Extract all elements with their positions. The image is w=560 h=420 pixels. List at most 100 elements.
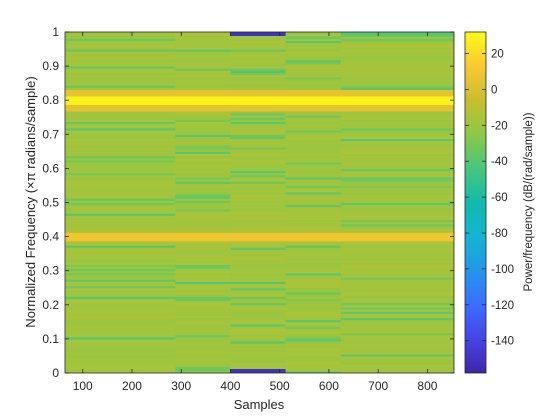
heatmap-cell <box>65 270 176 274</box>
heatmap-cell <box>230 127 287 131</box>
heatmap-cell <box>340 159 454 163</box>
heatmap-cell <box>285 112 342 116</box>
heatmap-cell <box>340 72 454 76</box>
heatmap-cell <box>65 358 176 361</box>
heatmap-cell <box>285 55 342 59</box>
heatmap-cell <box>340 292 454 295</box>
heatmap-cell <box>230 153 287 157</box>
heatmap-cell <box>65 219 176 223</box>
heatmap-cell <box>340 266 454 270</box>
heatmap-cell <box>65 51 176 54</box>
heatmap-cell <box>175 181 231 184</box>
heatmap-cell <box>340 272 454 276</box>
heatmap-cell <box>175 204 231 208</box>
heatmap-cell <box>65 93 176 97</box>
heatmap-cell <box>175 281 231 284</box>
heatmap-cell <box>175 370 231 373</box>
heatmap-cell <box>285 341 342 344</box>
heatmap-cell <box>230 323 287 327</box>
heatmap-cell <box>340 338 454 342</box>
heatmap-cell <box>175 138 231 142</box>
x-tick-label: 200 <box>122 379 142 393</box>
heatmap-cell <box>65 223 176 227</box>
heatmap-cell <box>230 193 287 197</box>
x-tick-label: 500 <box>270 379 290 393</box>
heatmap-cell <box>65 313 176 316</box>
heatmap-cell <box>65 140 176 144</box>
heatmap-cell <box>340 119 454 123</box>
heatmap-cell <box>285 247 342 250</box>
heatmap-cell <box>230 317 287 321</box>
heatmap-cell <box>230 211 287 214</box>
heatmap-cell <box>340 300 454 304</box>
heatmap-cell <box>175 353 231 357</box>
heatmap-cell <box>65 236 176 240</box>
heatmap-cell <box>285 264 342 267</box>
heatmap-cell <box>285 266 342 270</box>
plot-area <box>65 32 454 373</box>
heatmap-cell <box>175 147 231 150</box>
heatmap-cell <box>340 142 454 146</box>
minimum-band <box>230 32 286 36</box>
heatmap-cell <box>340 208 454 212</box>
heatmap-cell <box>285 95 342 99</box>
heatmap-cell <box>175 140 231 144</box>
heatmap-cell <box>230 181 287 184</box>
heatmap-cell <box>230 168 287 172</box>
heatmap-cell <box>285 321 342 325</box>
heatmap-cell <box>285 85 342 88</box>
heatmap-cell <box>340 245 454 248</box>
heatmap-cell <box>230 202 287 206</box>
heatmap-cell <box>340 204 454 208</box>
heatmap-cell <box>65 191 176 195</box>
heatmap-cell <box>340 206 454 210</box>
heatmap-cell <box>285 272 342 276</box>
heatmap-cell <box>65 283 176 287</box>
heatmap-cell <box>340 221 454 225</box>
heatmap-cell <box>65 153 176 157</box>
heatmap-cell <box>230 279 287 282</box>
heatmap-cell <box>65 285 176 289</box>
heatmap-cell <box>230 100 287 103</box>
heatmap-cell <box>340 355 454 359</box>
heatmap-cell <box>340 125 454 129</box>
heatmap-cell <box>175 343 231 346</box>
heatmap-cell <box>285 330 342 334</box>
heatmap-cell <box>340 247 454 250</box>
heatmap-cell <box>340 174 454 178</box>
heatmap-cell <box>65 289 176 293</box>
heatmap-cell <box>175 189 231 193</box>
heatmap-cell <box>285 230 342 233</box>
heatmap-cell <box>175 49 231 52</box>
heatmap-cell <box>340 164 454 167</box>
heatmap-cell <box>285 189 342 193</box>
heatmap-cell <box>340 345 454 348</box>
heatmap-cell <box>65 59 176 63</box>
heatmap-cell <box>285 151 342 154</box>
heatmap-cell <box>65 245 176 248</box>
heatmap-cell <box>340 130 454 133</box>
heatmap-cell <box>175 102 231 105</box>
heatmap-cell <box>175 319 231 323</box>
heatmap-cell <box>285 211 342 214</box>
heatmap-cell <box>230 98 287 101</box>
heatmap-cell <box>175 32 231 35</box>
heatmap-cell <box>230 266 287 270</box>
heatmap-cell <box>175 74 231 78</box>
heatmap-cell <box>65 159 176 163</box>
heatmap-cell <box>230 304 287 308</box>
heatmap-cell <box>285 134 342 137</box>
x-tick-label: 800 <box>417 379 437 393</box>
heatmap-cell <box>175 155 231 159</box>
heatmap-cell <box>230 198 287 201</box>
heatmap-cell <box>340 149 454 152</box>
heatmap-cell <box>175 164 231 167</box>
x-axis-label: Samples <box>234 397 285 412</box>
y-tick-label: 0.4 <box>42 230 59 244</box>
heatmap-cell <box>285 336 342 340</box>
heatmap-cell <box>340 93 454 97</box>
heatmap-cell <box>340 42 454 46</box>
heatmap-cell <box>340 89 454 93</box>
heatmap-cell <box>65 355 176 359</box>
heatmap-cell <box>65 215 176 218</box>
